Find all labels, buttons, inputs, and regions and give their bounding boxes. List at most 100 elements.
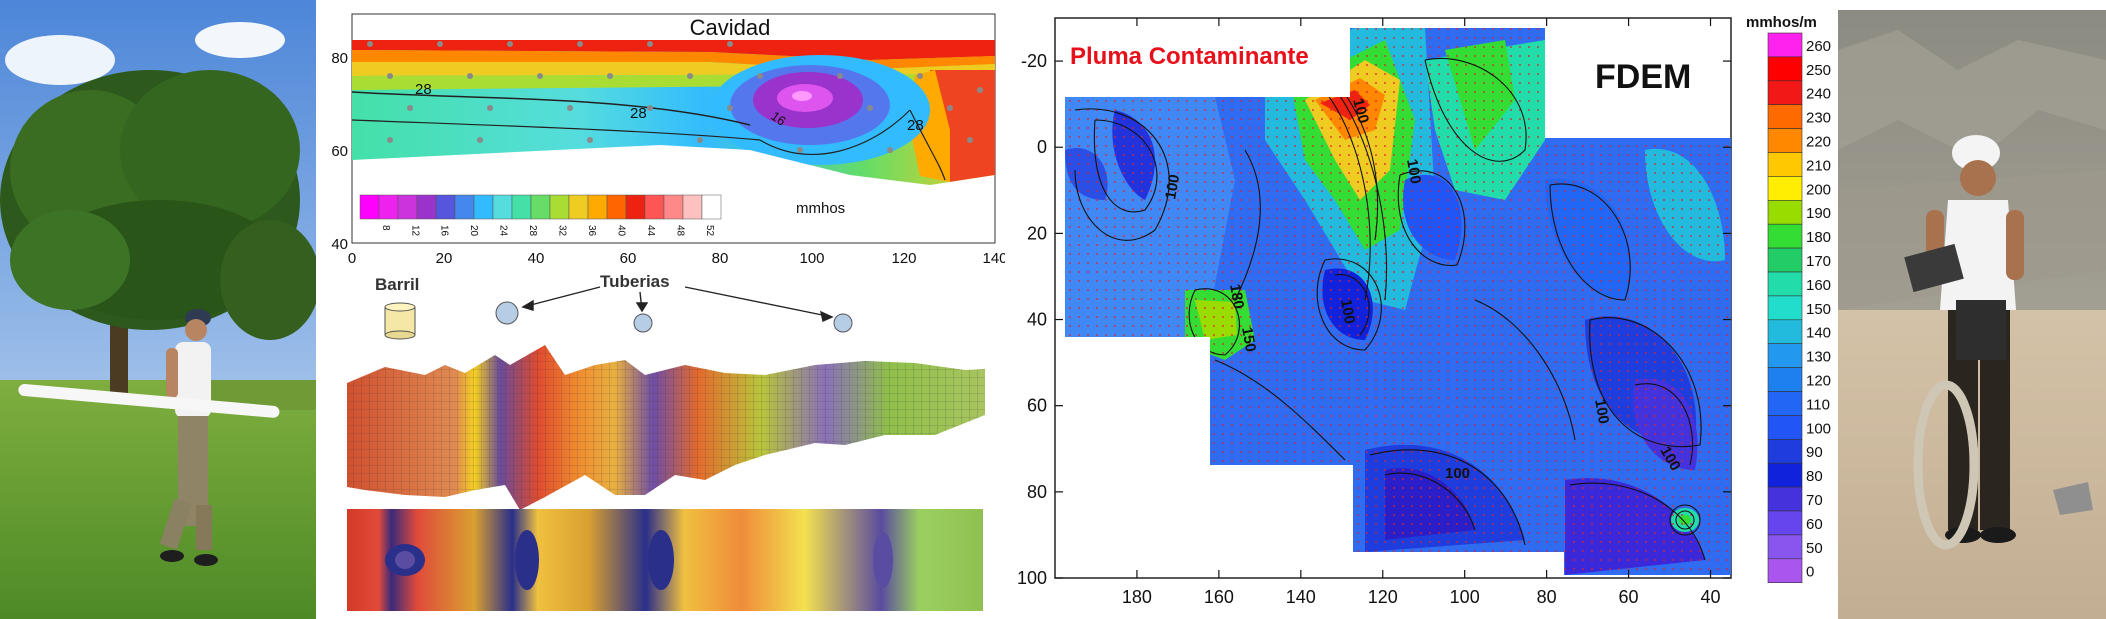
field-photo-coil-operator [1838, 10, 2106, 619]
cavity-x-tick: 100 [799, 250, 824, 267]
fdem-scale-swatch [1767, 343, 1803, 368]
fdem-scale-tick: 100 [1806, 420, 1831, 437]
cavity-scale-tick: 52 [704, 225, 715, 237]
cavity-x-tick: 0 [348, 250, 356, 267]
cavity-scale-swatch [473, 194, 494, 220]
fdem-x-tick: 120 [1368, 587, 1398, 607]
fdem-x-tick: 160 [1204, 587, 1234, 607]
fdem-scale-swatch [1767, 319, 1803, 344]
field-photo-boom-operator [0, 0, 316, 619]
cavity-scale-swatch [644, 194, 665, 220]
cavity-scale-tick: 8 [380, 225, 391, 231]
cavity-scale-swatch [511, 194, 532, 220]
fdem-color-scale: 260 250 240 230 220 210 200 190 180 170 160 150 140 1… [1767, 32, 1831, 583]
fdem-x-tick: 80 [1537, 587, 1557, 607]
fdem-contour-label: 100 [1591, 398, 1612, 426]
fdem-scale-tick: 240 [1806, 86, 1831, 103]
survey-3d-surface: Barril Tuberias [347, 272, 985, 611]
cavity-scale-swatch [435, 194, 456, 220]
cavity-scale-swatch [587, 194, 608, 220]
fdem-scale-tick: 150 [1806, 301, 1831, 318]
cavity-scale-swatch [625, 194, 646, 220]
cavity-scale-swatch [606, 194, 627, 220]
fdem-scale-swatch [1767, 200, 1803, 225]
cavity-scale-swatch [568, 194, 589, 220]
fdem-scale-swatch [1767, 247, 1803, 273]
cavity-x-tick: 80 [712, 250, 729, 267]
fdem-scale-swatch [1767, 510, 1803, 536]
fdem-x-tick: 60 [1619, 587, 1639, 607]
cavity-color-scale: 8 12 16 20 24 28 32 36 40 44 48 52 [359, 194, 722, 237]
cavity-x-tick: 40 [528, 250, 545, 267]
cavity-scale-swatch [530, 194, 551, 220]
fdem-scale-tick: 0 [1806, 564, 1814, 581]
fdem-contour-label: 100 [1349, 97, 1372, 126]
cavity-scale-swatch [454, 194, 475, 220]
fdem-scale-swatch [1767, 295, 1803, 321]
fdem-scale-tick: 70 [1806, 492, 1823, 509]
person-figure [159, 309, 218, 566]
fdem-scale-swatch [1767, 104, 1803, 129]
cavity-title: Cavidad [690, 15, 771, 40]
fdem-contour-label: 150 [1238, 326, 1259, 354]
cavity-contour-label: 28 [630, 105, 647, 122]
fdem-scale-swatch [1767, 391, 1803, 416]
fdem-scale-swatch [1767, 56, 1803, 82]
fdem-x-tick: 180 [1122, 587, 1152, 607]
cavity-x-tick: 120 [891, 250, 916, 267]
fdem-colorbar: mmhos/m 260 250 240 230 220 210 200 190 180 170 16… [1746, 14, 1831, 583]
fdem-scale-tick: 140 [1806, 325, 1831, 342]
fdem-y-tick: 60 [1027, 396, 1047, 416]
fdem-scale-tick: 130 [1806, 349, 1831, 366]
fdem-contour-label: 100 [1403, 158, 1424, 186]
fdem-scale-swatch [1767, 80, 1803, 106]
fdem-scale-tick: 190 [1806, 205, 1831, 222]
fdem-scale-swatch [1767, 176, 1803, 201]
cavity-scale-tick: 16 [439, 225, 450, 237]
cavity-scale-tick: 40 [615, 225, 626, 237]
cavity-x-tick: 140 [982, 250, 1005, 267]
fdem-map-panel: Pluma Contaminante FDEM 100 180 150 100 … [1005, 0, 1825, 619]
fdem-title-box [1057, 20, 1349, 94]
fdem-contour-label: 100 [1337, 298, 1358, 326]
fdem-scale-swatch [1767, 558, 1803, 583]
fdem-method-box [1546, 20, 1729, 137]
cavity-scale-swatch [663, 194, 684, 220]
tree-icon [0, 70, 316, 400]
fdem-y-tick: 80 [1027, 482, 1047, 502]
fdem-colorbar-panel: mmhos/m 260 250 240 230 220 210 200 190 180 170 16… [1740, 0, 1840, 619]
cavity-contour-label: 28 [907, 117, 924, 134]
cavity-scale-swatch [682, 194, 703, 220]
fdem-y-tick: 40 [1027, 310, 1047, 330]
barrel-icon [384, 302, 416, 340]
cavity-scale-swatch [378, 194, 399, 220]
fdem-contour-map: Pluma Contaminante FDEM 100 180 150 100 … [1017, 17, 1732, 607]
cavity-scale-swatch [359, 194, 380, 220]
fdem-x-tick: 100 [1450, 587, 1480, 607]
fdem-scale-tick: 250 [1806, 62, 1831, 79]
fdem-scale-tick: 210 [1806, 157, 1831, 174]
cavity-contour-label: 16 [768, 108, 788, 129]
fdem-y-tick: -20 [1021, 51, 1047, 71]
fdem-chart-title: Pluma Contaminante [1070, 43, 1309, 70]
cavity-scale-swatch [701, 194, 722, 220]
fdem-scale-swatch [1767, 486, 1803, 512]
cavity-contour-label: 28 [415, 81, 432, 98]
fdem-x-tick: 140 [1286, 587, 1316, 607]
em-boom-instrument [18, 384, 280, 418]
fdem-scale-tick: 60 [1806, 516, 1823, 533]
cavity-x-tick: 20 [436, 250, 453, 267]
person-figure [1904, 135, 2024, 543]
fdem-y-tick: 100 [1017, 568, 1047, 588]
fdem-method-label: FDEM [1595, 58, 1691, 96]
fdem-scale-swatch [1767, 534, 1803, 560]
cavity-unit: mmhos [796, 200, 845, 217]
fdem-scale-tick: 110 [1806, 396, 1830, 413]
fdem-scale-swatch [1767, 128, 1803, 153]
em-instrument-coil [1913, 380, 1979, 550]
cavity-y-tick: 80 [331, 50, 348, 67]
fdem-y-axis: -20 0 20 40 60 80 100 [1017, 51, 1731, 588]
fdem-scale-swatch [1767, 32, 1803, 58]
fdem-scale-swatch [1767, 438, 1803, 464]
pipes-label: Tuberias [600, 272, 670, 291]
